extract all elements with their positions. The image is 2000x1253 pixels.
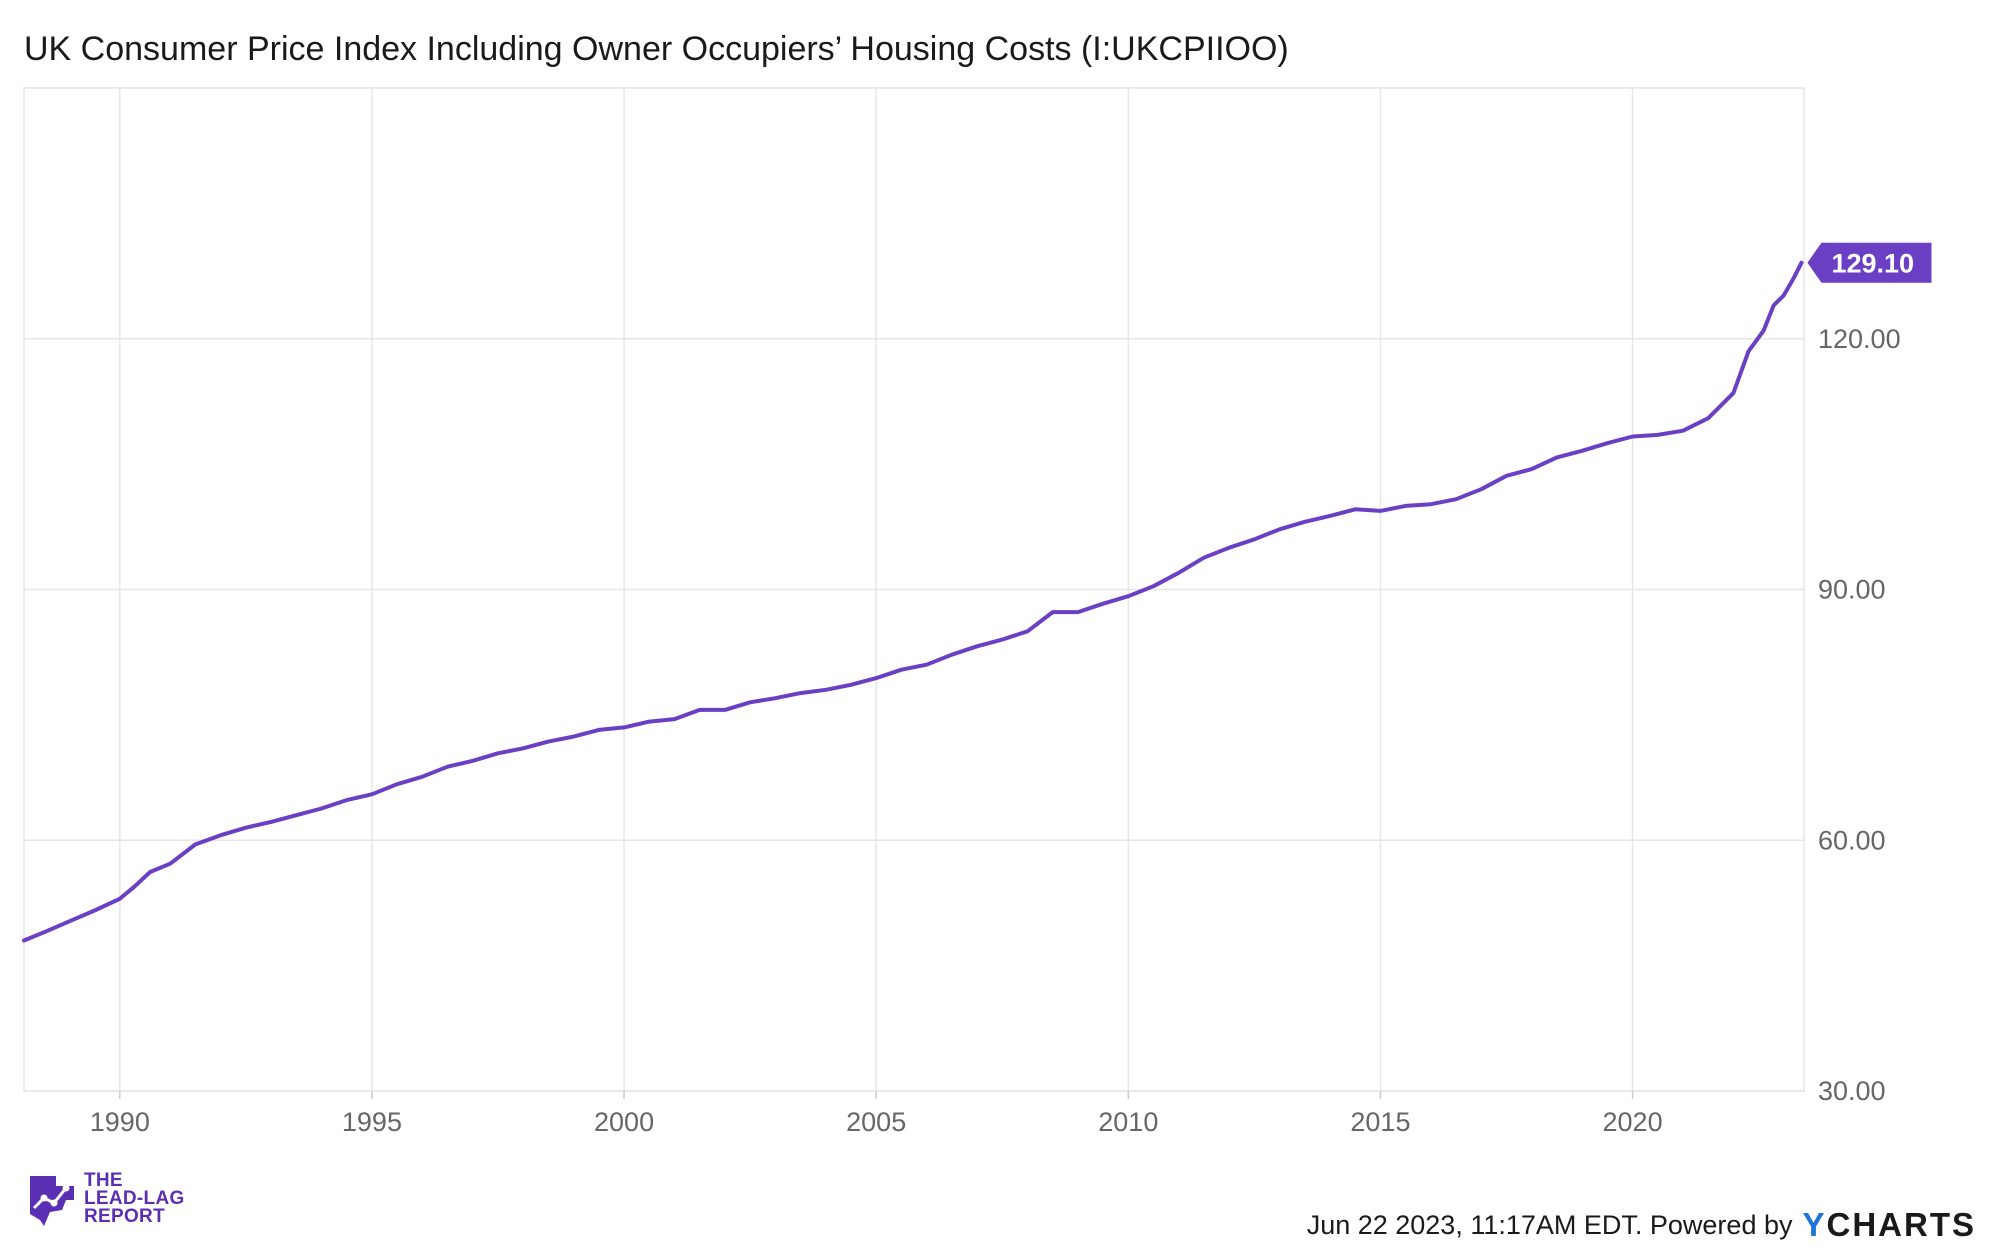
ycharts-logo-rest: CHARTS: [1826, 1206, 1976, 1243]
x-tick-label: 2020: [1603, 1107, 1663, 1137]
y-tick-label: 30.00: [1818, 1076, 1886, 1106]
last-value-label-text: 129.10: [1831, 249, 1914, 279]
footer: Jun 22 2023, 11:17AM EDT. Powered by YCH…: [1307, 1206, 1976, 1244]
last-value-label-bg: [1807, 242, 1932, 283]
y-tick-label: 60.00: [1818, 825, 1886, 855]
x-gridlines: [119, 88, 1634, 1099]
logo-line-2: LEAD-LAG: [84, 1188, 185, 1209]
lead-lag-report-logo: THE LEAD-LAG REPORT: [26, 1170, 185, 1228]
logo-line-3: REPORT: [84, 1206, 165, 1227]
y-axis-ticks: 30.00 60.00 90.00 120.00: [1818, 324, 1901, 1106]
logo-line-1: THE: [84, 1170, 123, 1191]
chart-title: UK Consumer Price Index Including Owner …: [24, 30, 1289, 68]
series-line: [22, 260, 1804, 943]
y-gridlines: [24, 338, 1804, 1092]
x-tick-label: 2005: [846, 1107, 906, 1137]
y-tick-label: 120.00: [1818, 324, 1901, 354]
x-tick-label: 1990: [90, 1107, 150, 1137]
logo-mark-icon: [30, 1176, 74, 1226]
ycharts-logo-y: Y: [1802, 1206, 1827, 1243]
x-tick-label: 2000: [594, 1107, 654, 1137]
logo-text: THE LEAD-LAG REPORT: [84, 1170, 185, 1227]
x-tick-label: 2010: [1098, 1107, 1158, 1137]
x-tick-label: 2015: [1350, 1107, 1410, 1137]
x-axis-ticks: 1990 1995 2000 2005 2010 2015 2020: [90, 1107, 1663, 1137]
x-tick-label: 1995: [342, 1107, 402, 1137]
footer-timestamp: Jun 22 2023, 11:17AM EDT. Powered by: [1306, 1209, 1793, 1240]
y-tick-label: 90.00: [1818, 575, 1886, 605]
ycharts-logo[interactable]: YCHARTS: [1802, 1206, 1976, 1244]
last-value-label: 129.10: [1807, 242, 1932, 283]
